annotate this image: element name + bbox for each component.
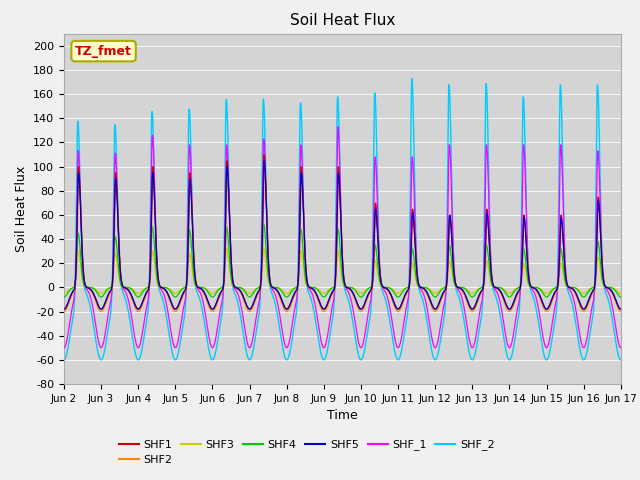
SHF2 xyxy=(504,308,512,314)
SHF1 xyxy=(568,286,575,291)
SHF5 xyxy=(568,286,575,291)
SHF3 xyxy=(60,290,68,296)
SHF_1 xyxy=(568,291,575,297)
Text: TZ_fmet: TZ_fmet xyxy=(75,45,132,58)
SHF2 xyxy=(568,286,575,292)
SHF5 xyxy=(216,293,223,299)
Line: SHF4: SHF4 xyxy=(64,225,621,297)
Line: SHF5: SHF5 xyxy=(64,161,621,309)
SHF_2 xyxy=(408,76,416,82)
SHF1 xyxy=(617,306,625,312)
SHF4 xyxy=(60,294,68,300)
Line: SHF3: SHF3 xyxy=(64,249,621,293)
SHF_1 xyxy=(334,124,342,130)
SHF_2 xyxy=(371,93,378,99)
SHF_1 xyxy=(584,334,591,339)
SHF3 xyxy=(216,286,223,291)
SHF5 xyxy=(371,216,379,222)
SHF3 xyxy=(617,290,625,296)
SHF_1 xyxy=(371,158,379,164)
Legend: SHF1, SHF2, SHF3, SHF4, SHF5, SHF_1, SHF_2: SHF1, SHF2, SHF3, SHF4, SHF5, SHF_1, SHF… xyxy=(114,435,499,469)
SHF1 xyxy=(260,152,268,157)
SHF4 xyxy=(568,285,575,290)
SHF2 xyxy=(359,307,367,313)
SHF1 xyxy=(371,211,379,216)
X-axis label: Time: Time xyxy=(327,409,358,422)
SHF2 xyxy=(617,309,625,314)
SHF3 xyxy=(371,259,379,264)
SHF4 xyxy=(584,290,591,296)
SHF5 xyxy=(584,301,591,307)
Title: Soil Heat Flux: Soil Heat Flux xyxy=(290,13,395,28)
SHF_2 xyxy=(617,357,625,363)
SHF_2 xyxy=(568,300,575,305)
SHF5 xyxy=(359,305,367,311)
SHF_2 xyxy=(358,355,366,361)
SHF4 xyxy=(504,294,512,300)
SHF2 xyxy=(216,295,223,300)
SHF_2 xyxy=(60,357,68,363)
Y-axis label: Soil Heat Flux: Soil Heat Flux xyxy=(15,166,28,252)
SHF5 xyxy=(60,306,68,312)
SHF_2 xyxy=(216,328,223,334)
SHF1 xyxy=(359,305,367,311)
Line: SHF_2: SHF_2 xyxy=(64,79,621,360)
Line: SHF2: SHF2 xyxy=(64,173,621,312)
SHF3 xyxy=(504,290,512,296)
SHF_1 xyxy=(617,345,625,350)
SHF1 xyxy=(584,301,591,307)
Line: SHF_1: SHF_1 xyxy=(64,127,621,348)
SHF_1 xyxy=(504,344,512,349)
SHF3 xyxy=(568,285,575,290)
SHF1 xyxy=(60,306,68,312)
SHF3 xyxy=(584,288,591,294)
SHF5 xyxy=(504,306,512,312)
SHF_2 xyxy=(504,356,512,362)
SHF2 xyxy=(260,170,268,176)
SHF5 xyxy=(617,306,625,312)
Line: SHF1: SHF1 xyxy=(64,155,621,309)
SHF_1 xyxy=(359,342,367,348)
SHF4 xyxy=(260,222,268,228)
SHF2 xyxy=(60,309,68,314)
SHF3 xyxy=(223,246,230,252)
SHF4 xyxy=(216,286,223,292)
SHF4 xyxy=(371,243,379,249)
SHF2 xyxy=(584,303,591,309)
SHF1 xyxy=(504,306,512,312)
SHF2 xyxy=(371,233,379,239)
SHF5 xyxy=(260,158,268,164)
SHF4 xyxy=(359,293,367,299)
SHF3 xyxy=(359,290,367,296)
SHF1 xyxy=(216,293,223,299)
SHF_1 xyxy=(216,313,223,319)
SHF_1 xyxy=(60,345,68,350)
SHF_2 xyxy=(584,347,591,353)
SHF4 xyxy=(617,294,625,300)
